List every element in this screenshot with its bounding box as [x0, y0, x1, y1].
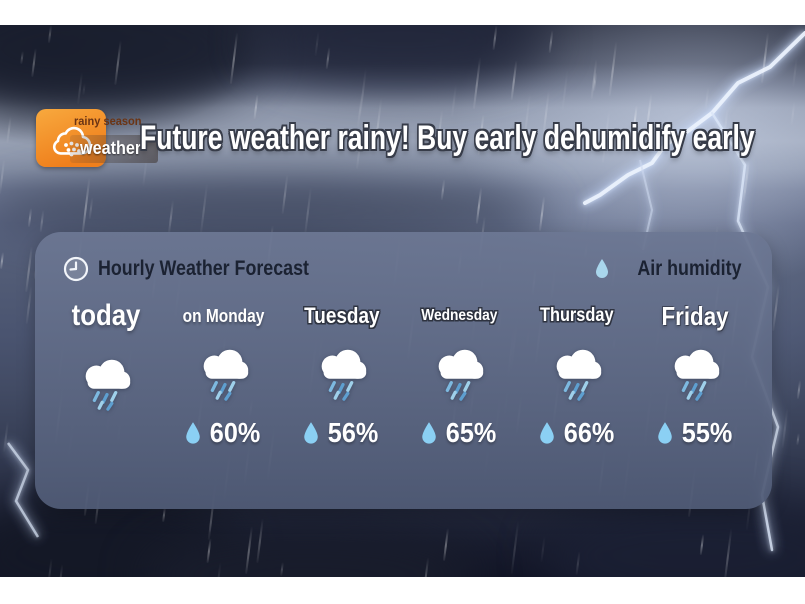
forecast-columns: today on Monday: [47, 298, 754, 450]
brand-name: weather: [80, 138, 142, 158]
storm-photo-background: rainy season weather Future weather rain…: [0, 25, 805, 577]
forecast-column-thursday: Thursday 66%: [518, 298, 636, 450]
cloud-rain-icon: [439, 349, 484, 401]
humidity-reading: 65%: [420, 416, 499, 450]
droplet-icon: [657, 421, 672, 444]
forecast-column-monday: on Monday 60%: [165, 298, 283, 450]
cloud-rain-icon: [203, 349, 248, 401]
day-label: Thursday: [540, 305, 615, 326]
day-label: Wednesday: [421, 307, 498, 324]
droplet-icon: [186, 421, 200, 444]
dark-cloud-shape: [0, 25, 260, 115]
forecast-title: Hourly Weather Forecast: [98, 257, 309, 280]
humidity-legend-label: Air humidity: [637, 257, 742, 280]
humidity-reading: 55%: [656, 416, 735, 450]
day-label: Friday: [661, 300, 729, 331]
humidity-value: 66%: [563, 417, 614, 448]
droplet-icon: [422, 421, 436, 444]
forecast-column-friday: Friday 55%: [636, 298, 754, 450]
day-label: on Monday: [182, 305, 265, 326]
cloud-rain-icon: [321, 349, 366, 401]
humidity-reading: 56%: [302, 416, 381, 450]
forecast-column-tuesday: Tuesday 56%: [283, 298, 401, 450]
headline: Future weather rainy! Buy early dehumidi…: [140, 119, 755, 157]
panel-header: Hourly Weather Forecast Air humidity: [63, 256, 742, 282]
brand-name-strip: weather: [70, 135, 159, 163]
forecast-column-today: today: [47, 298, 165, 450]
humidity-value: 56%: [327, 417, 379, 448]
droplet-icon: [304, 421, 318, 444]
humidity-reading: 60%: [184, 416, 263, 450]
humidity-value: 60%: [210, 417, 261, 448]
forecast-column-wednesday: Wednesday 65%: [401, 298, 519, 450]
droplet-icon: [539, 421, 554, 444]
cloud-rain-icon: [556, 349, 602, 401]
brand-tagline: rainy season: [74, 114, 142, 128]
humidity-value: 65%: [445, 417, 497, 448]
forecast-panel: Hourly Weather Forecast Air humidity tod…: [35, 232, 772, 509]
droplet-icon: [596, 259, 609, 278]
dark-cloud-shape: [250, 25, 550, 85]
day-label: Tuesday: [303, 303, 380, 328]
cloud-rain-icon: [674, 349, 720, 401]
brand-logo: rainy season weather: [36, 109, 236, 171]
clock-icon: [63, 256, 89, 282]
day-label: today: [71, 299, 141, 332]
humidity-reading: 66%: [538, 416, 617, 450]
humidity-legend-group: Air humidity: [594, 257, 742, 281]
humidity-value: 55%: [681, 417, 732, 448]
cloud-rain-icon: [85, 359, 131, 411]
forecast-title-group: Hourly Weather Forecast: [63, 256, 346, 282]
